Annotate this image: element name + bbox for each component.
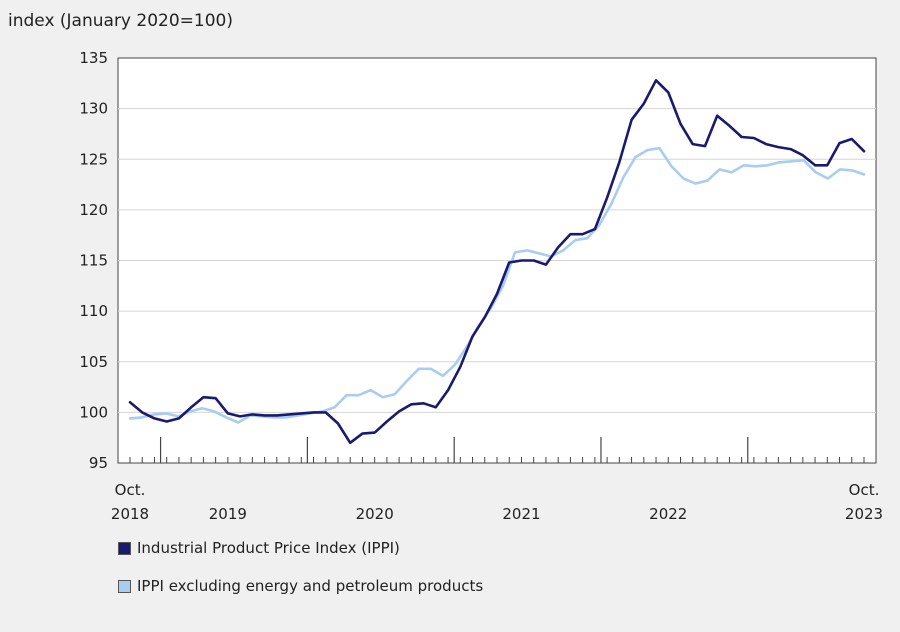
x-tick-label-year: 2018	[111, 505, 149, 523]
x-tick-label-year: 2022	[649, 505, 687, 523]
legend-label-ippi: Industrial Product Price Index (IPPI)	[137, 539, 400, 557]
y-tick-label: 110	[79, 302, 108, 320]
series-lines	[128, 79, 866, 445]
series-line-ippi	[128, 79, 866, 445]
x-tick-label-year: 2019	[209, 505, 247, 523]
x-tick-label-month: Oct.	[115, 481, 146, 499]
legend-label-ippi-ex-energy: IPPI excluding energy and petroleum prod…	[137, 577, 484, 595]
y-axis-unit-label: index (January 2020=100)	[8, 11, 233, 31]
legend: Industrial Product Price Index (IPPI) IP…	[118, 538, 483, 614]
y-tick-label: 115	[79, 252, 108, 270]
legend-item-ippi: Industrial Product Price Index (IPPI)	[118, 538, 483, 558]
axes: 95 100 105 110 115 120 125 130 135 Oct. 2018 2019 20…	[79, 49, 883, 523]
legend-swatch-ippi-ex-energy	[118, 579, 131, 593]
x-tick-label-year: 2023	[845, 505, 883, 523]
x-tick-label-year: 2020	[356, 505, 394, 523]
y-tick-label: 120	[79, 201, 108, 219]
x-tick-label-year: 2021	[502, 505, 540, 523]
legend-item-ippi-ex-energy: IPPI excluding energy and petroleum prod…	[118, 576, 483, 596]
y-tick-label: 125	[79, 150, 108, 168]
y-tick-label: 105	[79, 353, 108, 371]
x-tick-label-month: Oct.	[849, 481, 880, 499]
legend-swatch-ippi	[118, 541, 131, 555]
y-tick-label: 100	[79, 403, 108, 421]
y-tick-label: 130	[79, 100, 108, 118]
y-tick-label: 135	[79, 49, 108, 67]
gridlines	[118, 108, 876, 413]
y-tick-label: 95	[89, 454, 108, 472]
